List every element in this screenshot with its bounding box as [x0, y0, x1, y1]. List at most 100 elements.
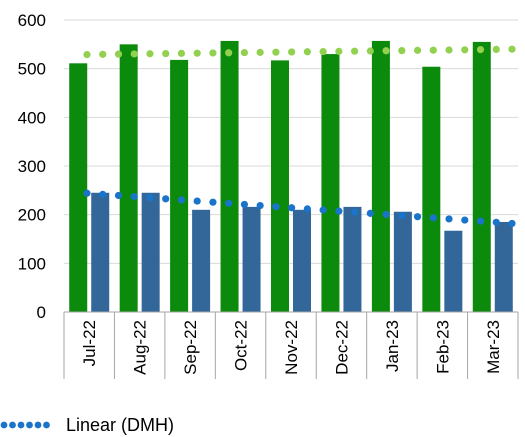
trendline-dot: [445, 46, 453, 54]
legend-marker: [0, 421, 8, 429]
x-tick-label: Jul-22: [80, 320, 99, 366]
bar-series-1: [321, 54, 340, 313]
trendline-dot: [162, 49, 170, 58]
legend-marker: [34, 421, 42, 429]
y-tick-label: 100: [18, 254, 46, 273]
bar-series-1: [371, 40, 390, 312]
trendline-dot: [272, 48, 280, 56]
bar-series-2: [343, 206, 362, 312]
bar-series-2: [192, 209, 211, 312]
y-tick-label: 300: [18, 157, 46, 176]
trendline-dot: [99, 50, 107, 58]
legend-marker: [17, 421, 25, 429]
trendline-dot: [146, 50, 154, 58]
bar-series-2: [444, 230, 463, 312]
bar-series-1: [422, 66, 441, 312]
trendline-dot: [240, 48, 249, 57]
trendline-dot: [288, 48, 296, 56]
trendline-dot: [429, 214, 437, 222]
trendline-dot: [177, 196, 186, 204]
x-tick-label: Feb-23: [433, 320, 452, 374]
trendline-dot: [288, 204, 296, 212]
trendline-dot: [99, 190, 107, 198]
trendline-dot: [177, 49, 186, 57]
trendline-dot: [445, 215, 453, 223]
trendline-dot: [366, 47, 374, 55]
bar-series-1: [69, 63, 88, 313]
trendline-dot: [508, 219, 516, 228]
x-axis-tick-labels: Jul-22 Aug-22 Sep-22 Oct-22 Nov-22 Dec-22 Jan-…: [80, 320, 503, 375]
bar-series-1: [472, 41, 491, 313]
trendline-dot: [461, 216, 469, 224]
bar-series-2: [393, 211, 412, 312]
trendline-dot: [335, 47, 343, 55]
trendline-dot: [382, 47, 390, 55]
trendline-dot: [398, 212, 406, 220]
trendline-dot: [366, 209, 374, 217]
bars: [69, 40, 513, 313]
trendline-dot: [492, 45, 500, 53]
trendline-dot: [350, 47, 359, 55]
x-tick-label: Dec-22: [332, 320, 351, 375]
trendline-dot: [193, 49, 201, 57]
trendline-dot: [508, 45, 516, 53]
trendline-dot: [225, 49, 233, 57]
bar-series-1: [170, 59, 189, 313]
trendline-dot: [83, 50, 91, 59]
bar-series-2: [293, 209, 311, 312]
trendline-dot: [162, 195, 170, 203]
trendlines: [83, 45, 516, 228]
y-tick-label: 0: [37, 303, 46, 322]
x-tick-label: Aug-22: [131, 320, 150, 375]
trendline-dot: [319, 206, 327, 214]
trendline-dot: [256, 48, 264, 56]
trendline-dot: [319, 47, 327, 56]
y-tick-label: 200: [18, 206, 46, 225]
trendline-dot: [114, 50, 123, 58]
trendline-dot: [398, 46, 406, 55]
trendline-dot: [413, 213, 422, 221]
bar-series-1: [119, 44, 138, 312]
trendline-dot: [114, 191, 123, 200]
trendline-dot: [303, 48, 311, 56]
x-tick-label: Jan-23: [383, 320, 402, 372]
trendline-dot: [476, 45, 485, 54]
bar-series-1: [220, 40, 239, 312]
trendline-dot: [146, 194, 154, 202]
trendline-dot: [225, 199, 233, 207]
trendline-dot: [193, 197, 201, 205]
y-tick-label: 600: [18, 11, 46, 30]
trendline-dot: [130, 50, 138, 58]
legend[interactable]: Linear (DMH): [0, 415, 174, 435]
trendline-dot: [303, 205, 311, 213]
trendline-dot: [492, 218, 500, 226]
trendline-dot: [256, 201, 264, 210]
x-tick-label: Nov-22: [282, 320, 301, 375]
y-tick-label: 500: [18, 60, 46, 79]
x-tick-label: Sep-22: [181, 320, 200, 375]
bar-series-1: [271, 60, 289, 312]
legend-label: Linear (DMH): [66, 415, 174, 435]
x-tick-label: Mar-23: [484, 320, 503, 374]
trendline-dot: [335, 207, 343, 215]
trendline-dot: [272, 203, 280, 211]
bar-series-2: [242, 206, 261, 312]
x-tick-label: Oct-22: [232, 320, 251, 371]
x-axis: [63, 311, 519, 379]
trendline-dot: [429, 46, 437, 54]
bar-series-2: [91, 192, 110, 312]
trendline-dot: [209, 198, 217, 206]
trendline-dot: [350, 208, 359, 216]
legend-marker: [26, 421, 33, 429]
bar-series-2: [494, 221, 513, 312]
y-axis-tick-labels: 0 100 200 300 400 500 600: [18, 11, 46, 322]
trendline-dot: [130, 193, 138, 201]
trendline-dot: [209, 49, 217, 57]
trendline-dot: [382, 210, 390, 219]
gridlines: [64, 19, 518, 313]
legend-marker: [43, 421, 50, 429]
trendline-dot: [461, 46, 469, 54]
legend-marker: [9, 421, 16, 429]
trendline-dot: [240, 200, 249, 209]
